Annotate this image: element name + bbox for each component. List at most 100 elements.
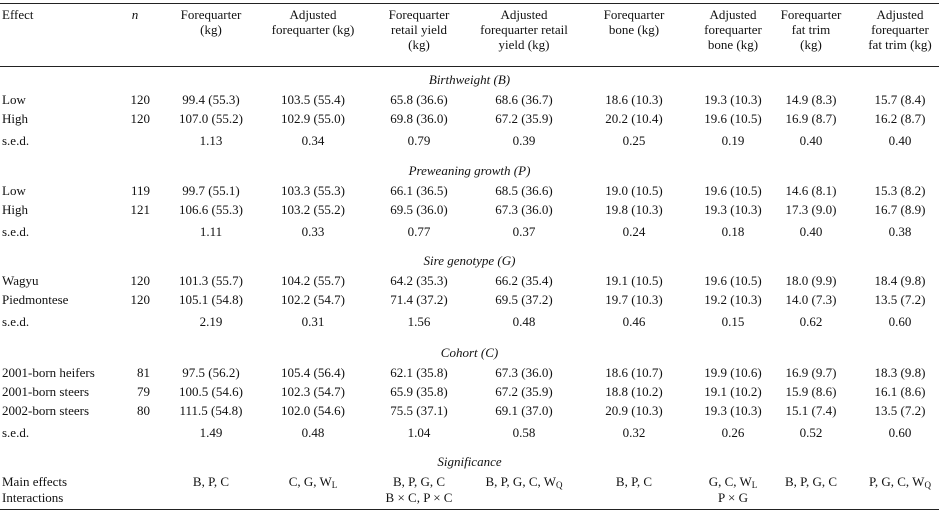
table-cell: 13.5 (7.2): [874, 403, 926, 418]
table-cell: 103.2 (55.2): [281, 202, 345, 217]
table-cell: 103.5 (55.4): [281, 92, 345, 107]
significance-title: Significance: [437, 454, 502, 469]
row-label: Low: [2, 183, 26, 198]
table-cell: 68.6 (36.7): [495, 92, 553, 107]
table-cell: 102.2 (54.7): [281, 292, 345, 307]
sed-cell: 0.60: [888, 425, 912, 440]
main-effects-cell: B, P, G, C, WQ: [485, 474, 563, 490]
row-n: 120: [130, 111, 151, 126]
row-label: Wagyu: [2, 273, 39, 288]
row-label: 2001-born heifers: [2, 365, 95, 380]
row-label: Piedmontese: [2, 292, 69, 307]
table-cell: 105.1 (54.8): [179, 292, 243, 307]
table-cell: 16.2 (8.7): [874, 111, 926, 126]
table-cell: 18.3 (9.8): [874, 365, 926, 380]
table-cell: 19.9 (10.6): [704, 365, 762, 380]
table-cell: 19.6 (10.5): [704, 273, 762, 288]
effect-header: Effect: [2, 7, 34, 22]
bottom-rule: [0, 509, 939, 511]
sed-label: s.e.d.: [2, 133, 30, 148]
table-cell: 102.0 (54.6): [281, 403, 345, 418]
column-header-line: Adjusted: [709, 7, 757, 22]
table-cell: 64.2 (35.3): [390, 273, 448, 288]
table-cell: 69.1 (37.0): [495, 403, 553, 418]
table-cell: 19.3 (10.3): [704, 92, 762, 107]
sed-cell: 0.40: [888, 133, 912, 148]
table-cell: 19.7 (10.3): [605, 292, 663, 307]
table-cell: 69.5 (37.2): [495, 292, 553, 307]
table-cell: 18.6 (10.3): [605, 92, 663, 107]
sed-cell: 0.32: [622, 425, 646, 440]
table-cell: 19.3 (10.3): [704, 403, 762, 418]
column-header-line: Adjusted: [876, 7, 924, 22]
row-n: 119: [130, 183, 150, 198]
table-cell: 69.8 (36.0): [390, 111, 448, 126]
row-label: Low: [2, 92, 26, 107]
sed-cell: 0.52: [799, 425, 823, 440]
sed-cell: 0.48: [512, 314, 536, 329]
main-effects-cell: C, G, WL: [288, 474, 338, 490]
column-header-line: Forequarter: [388, 7, 450, 22]
column-header-line: Adjusted: [289, 7, 337, 22]
sed-cell: 0.40: [799, 133, 823, 148]
sed-cell: 0.15: [721, 314, 745, 329]
table-cell: 15.3 (8.2): [874, 183, 926, 198]
column-header-line: forequarter retail: [480, 22, 568, 37]
table-cell: 68.5 (36.6): [495, 183, 553, 198]
table-cell: 99.4 (55.3): [182, 92, 240, 107]
main-effects-cell: B, P, C: [192, 474, 230, 489]
sed-cell: 0.62: [799, 314, 823, 329]
n-header: n: [131, 7, 139, 22]
sed-label: s.e.d.: [2, 314, 30, 329]
column-header-line: bone (kg): [707, 37, 759, 52]
section-title: Sire genotype (G): [423, 253, 516, 268]
table-cell: 104.2 (55.7): [281, 273, 345, 288]
table-cell: 20.2 (10.4): [605, 111, 663, 126]
table-cell: 62.1 (35.8): [390, 365, 448, 380]
main-effects-cell: P, G, C, WQ: [869, 474, 931, 490]
sed-cell: 1.11: [199, 224, 223, 239]
main-effects-cell: B, P, G, C: [784, 474, 838, 489]
table-cell: 111.5 (54.8): [179, 403, 243, 418]
row-n: 80: [137, 403, 150, 418]
table-cell: 19.0 (10.5): [605, 183, 663, 198]
sed-cell: 0.24: [622, 224, 646, 239]
table-cell: 66.2 (35.4): [495, 273, 553, 288]
sed-cell: 0.26: [721, 425, 745, 440]
row-label: 2002-born steers: [2, 403, 90, 418]
table-cell: 15.9 (8.6): [785, 384, 837, 399]
table-cell: 16.1 (8.6): [874, 384, 926, 399]
column-header-line: (kg): [800, 37, 822, 52]
table-cell: 103.3 (55.3): [281, 183, 345, 198]
sed-cell: 1.04: [407, 425, 431, 440]
sed-cell: 0.79: [407, 133, 431, 148]
table-cell: 67.2 (35.9): [495, 384, 553, 399]
main-effects-cell: B, P, G, C: [392, 474, 446, 489]
column-header-line: (kg): [408, 37, 430, 52]
column-header-line: fat trim: [791, 22, 831, 37]
column-header-line: Adjusted: [500, 7, 548, 22]
column-header-line: Forequarter: [780, 7, 842, 22]
sed-cell: 0.37: [512, 224, 536, 239]
column-header-line: Forequarter: [180, 7, 242, 22]
column-header-line: bone (kg): [608, 22, 660, 37]
sed-cell: 0.34: [301, 133, 325, 148]
sed-cell: 0.18: [721, 224, 745, 239]
table-cell: 19.6 (10.5): [704, 183, 762, 198]
table-cell: 100.5 (54.6): [179, 384, 243, 399]
sed-cell: 0.40: [799, 224, 823, 239]
table-cell: 102.9 (55.0): [281, 111, 345, 126]
section-title: Cohort (C): [440, 345, 499, 360]
row-label: High: [2, 111, 28, 126]
table-cell: 19.1 (10.2): [704, 384, 762, 399]
table-cell: 16.9 (8.7): [785, 111, 837, 126]
table-cell: 19.8 (10.3): [605, 202, 663, 217]
column-header-line: fat trim (kg): [868, 37, 932, 52]
table-cell: 19.1 (10.5): [605, 273, 663, 288]
table-cell: 97.5 (56.2): [182, 365, 240, 380]
sed-cell: 0.38: [888, 224, 912, 239]
interactions-label: Interactions: [2, 490, 64, 505]
sed-cell: 0.48: [301, 425, 325, 440]
table-cell: 18.4 (9.8): [874, 273, 926, 288]
column-header-line: retail yield: [391, 22, 447, 37]
